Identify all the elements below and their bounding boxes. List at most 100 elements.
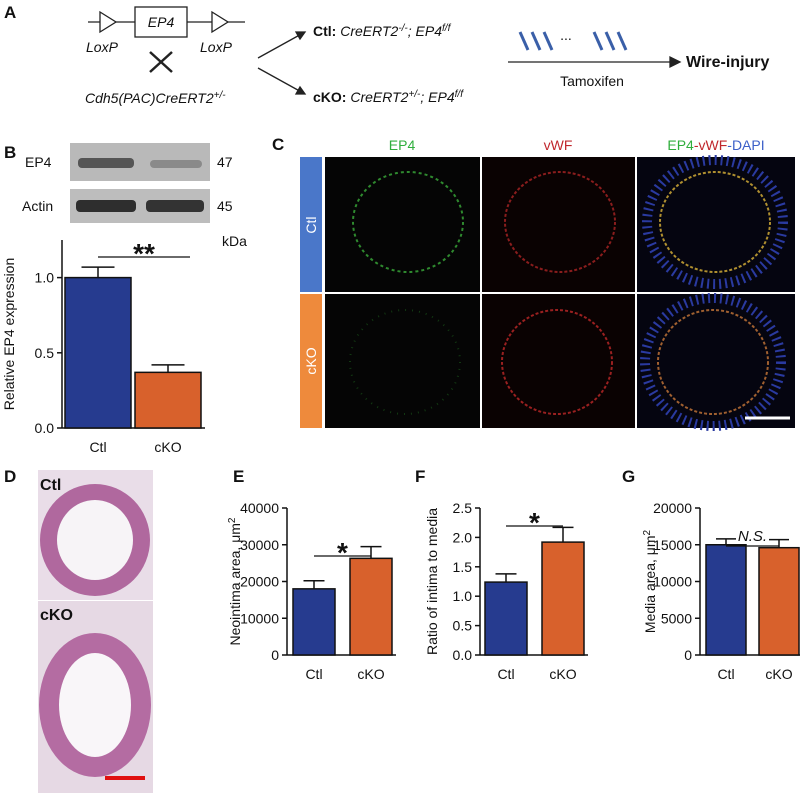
stain: EP4 xyxy=(667,137,694,153)
panel-label: G xyxy=(622,467,635,486)
y-tick-label: 0.5 xyxy=(453,618,473,634)
x-tick-label: cKO xyxy=(357,666,384,682)
injections: ... xyxy=(560,27,572,43)
bar xyxy=(541,541,585,656)
y-axis-label: Ratio of intima to media xyxy=(424,508,440,655)
y-axis-label: Relative EP4 expression xyxy=(1,258,17,411)
y-tick-label: 0.0 xyxy=(453,647,473,663)
y-tick-label: 0.5 xyxy=(35,345,55,361)
loxp: LoxP xyxy=(200,39,233,55)
y-tick-label: 2.5 xyxy=(453,500,473,516)
x-tick-label: Ctl xyxy=(89,439,106,455)
error-bar xyxy=(303,580,325,589)
bar xyxy=(64,276,132,429)
genotype-sup: -/- xyxy=(398,23,408,34)
panel-label: A xyxy=(4,3,16,22)
group: cKO: CreERT2+/-; EP4f/f xyxy=(313,89,464,106)
micrographs xyxy=(325,155,795,431)
panel-label: B xyxy=(4,143,16,162)
y-tick-label: 1.5 xyxy=(453,559,473,575)
genotype-sup: +/- xyxy=(408,89,421,100)
significance: N.S. xyxy=(738,528,767,545)
y-axis-label-text: Relative EP4 expression xyxy=(1,258,17,411)
blot-band xyxy=(150,160,202,168)
y-axis-label-text: Ratio of intima to media xyxy=(424,508,440,655)
y-tick-label: 15000 xyxy=(653,537,692,553)
column-label: EP4 xyxy=(389,137,416,153)
y-tick-label: 40000 xyxy=(240,500,279,516)
drug: Tamoxifen xyxy=(560,73,624,89)
cross-name: Cdh5(PAC)CreERT2 xyxy=(85,90,214,106)
error-bar xyxy=(81,266,115,278)
bar xyxy=(292,588,336,656)
stain: vWF xyxy=(699,137,728,153)
significance: * xyxy=(337,537,348,568)
y-tick-label: 1.0 xyxy=(35,270,55,286)
group-label: Ctl: xyxy=(313,23,336,39)
outcome: Wire-injury xyxy=(686,54,770,71)
row-label: cKO xyxy=(303,347,319,374)
panel-label: F xyxy=(415,467,425,486)
band-size: 45 xyxy=(217,198,233,214)
y-tick-label: 20000 xyxy=(240,574,279,590)
y-tick-label: 0 xyxy=(271,647,279,663)
row-label: cKO xyxy=(40,607,73,624)
y-tick-label: 20000 xyxy=(653,500,692,516)
band-label: Actin xyxy=(22,198,53,214)
row-label: Ctl xyxy=(303,216,319,233)
genotype-sep: ; EP4 xyxy=(408,23,442,39)
x-tick-label: cKO xyxy=(765,666,792,682)
x-tick-label: cKO xyxy=(549,666,576,682)
bar xyxy=(484,581,528,656)
group: Ctl: CreERT2-/-; EP4f/f xyxy=(313,23,452,40)
genotype-sup: f/f xyxy=(442,23,452,34)
error-bar xyxy=(495,573,517,583)
error-bar xyxy=(716,538,736,545)
x-tick-label: Ctl xyxy=(497,666,514,682)
band-size: 47 xyxy=(217,154,233,170)
y-axis-label-text: Media area, μm xyxy=(642,536,658,634)
blot-band xyxy=(76,200,136,212)
band-label: EP4 xyxy=(25,154,52,170)
row-strip xyxy=(300,294,322,428)
y-tick-label: 10000 xyxy=(653,574,692,590)
significance: * xyxy=(529,507,540,538)
blot-band xyxy=(146,200,204,212)
y-tick-label: 5000 xyxy=(661,610,692,626)
y-axis-label: Media area, μm2 xyxy=(642,530,659,634)
panel-label: D xyxy=(4,467,16,486)
cross: Cdh5(PAC)CreERT2+/- xyxy=(85,90,226,107)
gene: EP4 xyxy=(148,14,175,30)
bar xyxy=(349,557,393,656)
column-label: EP4-vWF-DAPI xyxy=(667,137,764,153)
cross-sup: +/- xyxy=(214,90,227,101)
genotype: CreERT2 xyxy=(350,89,408,105)
y-tick-label: 30000 xyxy=(240,537,279,553)
y-tick-label: 2.0 xyxy=(453,529,473,545)
y-axis-label-sup: 2 xyxy=(642,530,653,536)
y-tick-label: 0 xyxy=(684,647,692,663)
group-label: cKO: xyxy=(313,89,346,105)
blot-band xyxy=(78,158,134,168)
column-label: vWF xyxy=(544,137,573,153)
bar xyxy=(705,544,747,656)
y-axis-label-text: Neointima area, μm xyxy=(227,523,243,645)
row-label: Ctl xyxy=(40,477,61,494)
stain-sep: - xyxy=(694,137,699,153)
panel-label: E xyxy=(233,467,244,486)
x-tick-label: cKO xyxy=(154,439,181,455)
y-tick-label: 0.0 xyxy=(35,420,55,436)
genotype: CreERT2 xyxy=(340,23,398,39)
genotype-sep: ; EP4 xyxy=(420,89,454,105)
stain-sep: - xyxy=(727,137,732,153)
bar xyxy=(758,546,800,656)
genotype-sup: f/f xyxy=(455,89,465,100)
size-unit: kDa xyxy=(222,233,247,249)
y-tick-label: 1.0 xyxy=(453,588,473,604)
syringes xyxy=(518,31,628,51)
construct xyxy=(88,6,682,95)
x-tick-label: Ctl xyxy=(305,666,322,682)
error-bar xyxy=(552,526,574,543)
x-tick-label: Ctl xyxy=(717,666,734,682)
